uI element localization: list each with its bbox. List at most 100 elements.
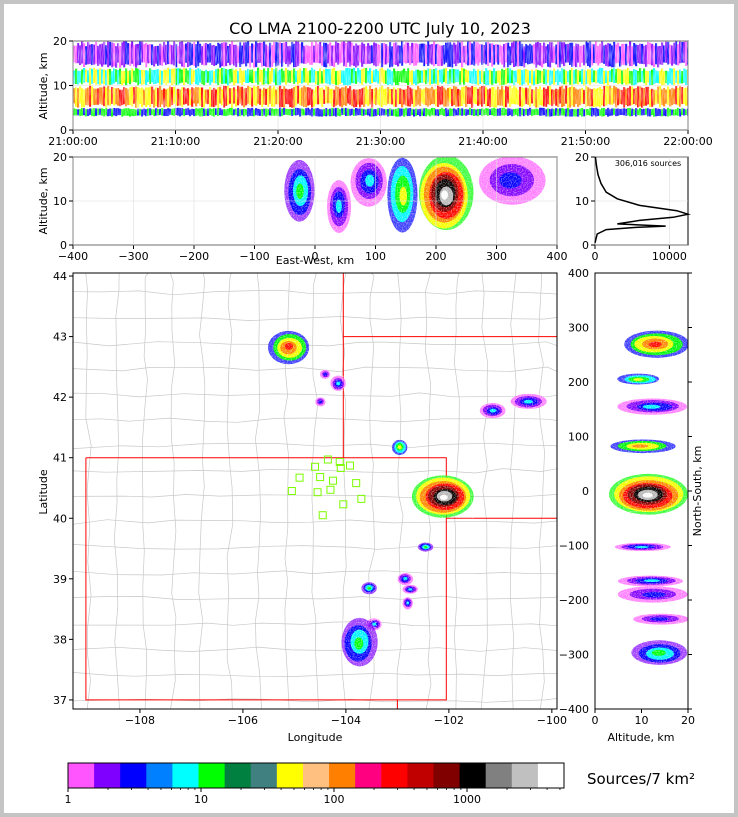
north-south-cell: [608, 473, 688, 516]
colorbar-tick-label: 1: [65, 793, 72, 806]
colorbar-swatch: [511, 763, 539, 788]
colorbar-swatch: [68, 763, 95, 788]
y-tick-label: 41: [53, 452, 67, 465]
lma-station-marker: [323, 455, 332, 464]
time-height-band: [73, 107, 688, 117]
colorbar-swatch: [250, 763, 278, 788]
colorbar-swatch: [355, 763, 382, 788]
plan-view-cell: [330, 375, 346, 392]
north-south-cell: [613, 542, 671, 552]
plan-view-panel: −108 −106 −104 −102 −100 37 38 39 40 41 42 43 44 Lon…: [37, 270, 567, 744]
x-tick-label: −104: [331, 714, 361, 727]
altitude-histogram-line: [594, 156, 691, 243]
north-south-cell: [631, 640, 688, 666]
x-tick-label: 0: [592, 714, 599, 727]
lma-station-marker: [336, 463, 345, 472]
x-tick-label: 22:00:00: [663, 135, 712, 148]
y-tick-label: −200: [559, 594, 589, 607]
x-tick-label: 10000: [652, 250, 687, 263]
time-height-panel: 21:00:00 21:10:00 21:20:00 21:30:00 21:40:00…: [37, 35, 713, 148]
x-tick-label: −108: [125, 714, 155, 727]
east-west-panel: −400 −300 −200 −100 0 100 200 300 400 0 10 20 East-…: [37, 151, 568, 267]
x-tick-label: 21:30:00: [356, 135, 405, 148]
lma-station-marker: [311, 462, 319, 471]
x-tick-label: 0: [312, 250, 319, 263]
x-tick-label: −100: [537, 714, 567, 727]
colorbar-swatch: [329, 763, 356, 788]
lma-station-marker: [339, 500, 348, 509]
x-tick-label: −400: [58, 250, 88, 263]
colorbar-swatch: [537, 763, 565, 788]
lma-station-marker: [329, 476, 338, 485]
lma-station-marker: [346, 461, 355, 470]
plan-view-cell: [267, 330, 310, 365]
x-tick-label: 10: [635, 714, 649, 727]
y-tick-label: 10: [575, 195, 589, 208]
colorbar-swatch: [146, 763, 173, 788]
east-west-cell: [417, 157, 474, 232]
time-height-band: [73, 67, 688, 86]
lma-station-marker: [313, 488, 322, 497]
colorbar-tick-label: 100: [324, 793, 345, 806]
x-tick-label: 21:10:00: [151, 135, 200, 148]
y-tick-label: 400: [568, 267, 589, 280]
chart-title: CO LMA 2100-2200 UTC July 10, 2023: [229, 19, 531, 38]
x-tick-label: 0: [592, 250, 599, 263]
colorbar-swatch: [485, 763, 513, 788]
x-tick-label: 200: [426, 250, 447, 263]
y-tick-label: 10: [53, 80, 67, 93]
y-tick-label: 300: [568, 322, 589, 335]
colorbar-swatch: [433, 763, 461, 788]
north-south-cell: [617, 575, 684, 587]
source-count-label: 306,016 sources: [615, 159, 681, 168]
lma-station-marker: [335, 457, 344, 466]
plan-view-cell: [479, 403, 506, 419]
state-border: [85, 457, 447, 701]
east-west-cell: [284, 160, 315, 223]
x-tick-label: −106: [228, 714, 258, 727]
y-tick-label: −300: [559, 649, 589, 662]
x-tick-label: 100: [365, 250, 386, 263]
y-tick-label: 20: [53, 151, 67, 164]
figure-frame: [4, 4, 734, 813]
east-west-cell: [387, 157, 418, 233]
x-tick-label: 21:00:00: [48, 135, 97, 148]
colorbar-swatch: [276, 763, 304, 788]
y-tick-label: 37: [53, 694, 67, 707]
y-tick-label: −100: [559, 540, 589, 553]
x-tick-label: 20: [681, 714, 695, 727]
plan-view-cell: [361, 581, 377, 595]
plan-view-cell: [340, 617, 378, 667]
y-tick-label: 40: [53, 512, 67, 525]
lma-station-marker: [326, 485, 335, 494]
x-tick-label: −102: [434, 714, 464, 727]
north-south-panel: 0 10 20 −400 −300 −200 −100 0 100 200 300 400 Altit…: [559, 267, 704, 744]
y-tick-label: 43: [53, 331, 67, 344]
east-west-cell: [478, 157, 546, 206]
colorbar-tick-label: 1000: [453, 793, 481, 806]
east-west-ylabel: Altitude, km: [37, 167, 50, 234]
y-tick-label: 100: [568, 431, 589, 444]
east-west-cell: [350, 157, 388, 207]
y-tick-label: 0: [582, 239, 589, 252]
x-tick-label: −100: [239, 250, 269, 263]
colorbar-swatch: [198, 763, 226, 788]
plan-view-cell: [510, 393, 547, 410]
y-tick-label: 20: [575, 151, 589, 164]
north-south-xlabel: Altitude, km: [607, 731, 674, 744]
y-tick-label: −400: [559, 703, 589, 716]
lma-station-marker: [357, 494, 366, 503]
colorbar-label: Sources/7 km²: [587, 770, 695, 788]
plan-view-cell: [315, 397, 326, 407]
north-south-cell: [632, 613, 688, 625]
north-south-cell: [622, 330, 688, 358]
plan-view-cell: [391, 439, 408, 456]
time-height-band: [73, 41, 688, 68]
colorbar-swatch: [94, 763, 121, 788]
colorbar-swatch: [407, 763, 434, 788]
colorbar-swatch: [459, 763, 487, 788]
y-tick-label: 20: [53, 35, 67, 48]
y-tick-label: 42: [53, 391, 67, 404]
lma-station-marker: [318, 511, 327, 520]
